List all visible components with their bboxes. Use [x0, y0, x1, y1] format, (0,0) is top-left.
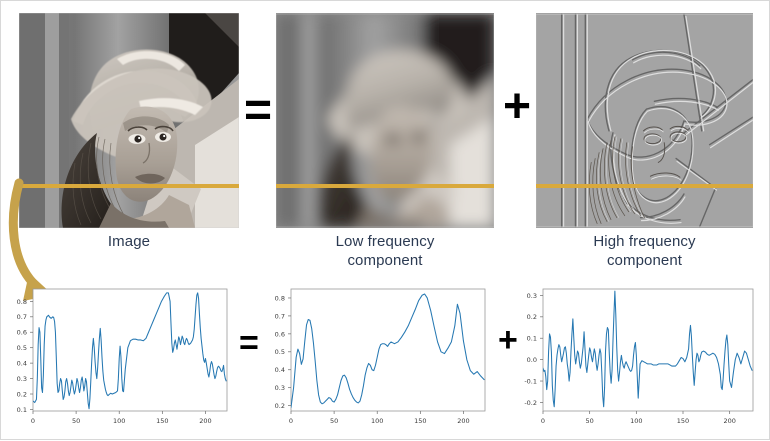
plot-frame — [542, 288, 754, 412]
lena-original-render — [19, 13, 239, 228]
y-tick-label: 0.4 — [17, 360, 27, 368]
x-tick-label: 0 — [289, 417, 293, 425]
y-tick-label: 0.5 — [275, 348, 285, 356]
x-tick-label: 200 — [457, 417, 469, 425]
x-tick-label: 0 — [541, 417, 545, 425]
operator-plus-plots: + — [498, 321, 518, 359]
scanline-marker-high — [536, 184, 753, 188]
plot-profile-high: 0 50 100 150 200 -0.2 -0.1 0.0 0.1 0.2 0.3 — [509, 283, 767, 435]
plot-profile-low: 0 50 100 150 200 0.2 0.3 0.4 0.5 0.6 0.7 0.8 — [263, 283, 495, 435]
x-tick-label: 50 — [586, 417, 594, 425]
x-tick-label: 100 — [371, 417, 383, 425]
y-tick-label: 0.8 — [275, 294, 285, 302]
caption-low-line1: Low frequency — [335, 233, 435, 250]
y-tick-label: 0.3 — [527, 292, 537, 300]
y-tick-label: 0.6 — [17, 329, 27, 337]
data-series-line — [33, 292, 227, 410]
scanline-marker-original — [19, 184, 239, 188]
y-tick-label: 0.2 — [17, 390, 27, 398]
plot-profile-original: 0 50 100 150 200 0.1 0.2 0.3 0.4 0.5 0.6 0.7 0.8 — [7, 283, 235, 435]
plot-svg-profile-high: 0 50 100 150 200 -0.2 -0.1 0.0 0.1 0.2 0.3 — [524, 288, 754, 425]
lena-blurred-render — [276, 13, 494, 228]
y-tick-label: 0.2 — [527, 313, 537, 321]
x-tick-label: 150 — [677, 417, 689, 425]
lena-edges-render — [536, 13, 753, 228]
y-tick-label: 0.6 — [275, 330, 285, 338]
y-tick-label: 0.8 — [17, 298, 27, 306]
operator-equals-plots: = — [239, 324, 259, 362]
data-series-line — [543, 290, 753, 408]
x-tick-label: 150 — [414, 417, 426, 425]
image-panel-low-frequency — [276, 13, 494, 228]
x-tick-label: 100 — [630, 417, 642, 425]
x-tick-label: 200 — [199, 417, 211, 425]
plot-svg-profile-original: 0 50 100 150 200 0.1 0.2 0.3 0.4 0.5 0.6 0.7 0.8 — [17, 288, 228, 425]
x-tick-label: 150 — [156, 417, 168, 425]
x-tick-label: 0 — [31, 417, 35, 425]
data-series-line — [291, 293, 485, 408]
plot-frame — [290, 288, 486, 412]
y-tick-label: 0.7 — [17, 313, 27, 321]
caption-low-line2: component — [347, 251, 423, 269]
x-tick-label: 50 — [330, 417, 338, 425]
scanline-marker-low — [276, 184, 494, 188]
caption-high-line2: component — [606, 251, 683, 269]
y-tick-label: 0.1 — [17, 406, 27, 414]
operator-equals-images: = — [244, 84, 273, 137]
plot-svg-profile-low: 0 50 100 150 200 0.2 0.3 0.4 0.5 0.6 0.7 0.8 — [275, 288, 486, 425]
y-tick-label: 0.1 — [527, 335, 537, 343]
y-tick-label: 0.2 — [275, 402, 285, 410]
y-tick-label: 0.4 — [275, 366, 285, 374]
caption-image-text: Image — [107, 233, 151, 250]
y-tick-label: -0.2 — [524, 399, 537, 407]
caption-high-frequency: High frequency component — [536, 233, 753, 271]
operator-plus-images: + — [503, 80, 532, 133]
y-tick-label: 0.0 — [527, 356, 537, 364]
caption-low-frequency: Low frequency component — [276, 233, 494, 271]
caption-image: Image — [19, 233, 239, 252]
y-tick-label: -0.1 — [524, 377, 537, 385]
y-tick-label: 0.3 — [17, 375, 27, 383]
x-tick-label: 100 — [113, 417, 125, 425]
image-panel-original — [19, 13, 239, 228]
y-tick-label: 0.3 — [275, 384, 285, 392]
y-tick-label: 0.7 — [275, 312, 285, 320]
x-tick-label: 50 — [72, 417, 80, 425]
image-panel-high-frequency — [536, 13, 753, 228]
x-tick-label: 200 — [723, 417, 735, 425]
y-tick-label: 0.5 — [17, 344, 27, 352]
caption-high-line1: High frequency — [593, 233, 696, 250]
